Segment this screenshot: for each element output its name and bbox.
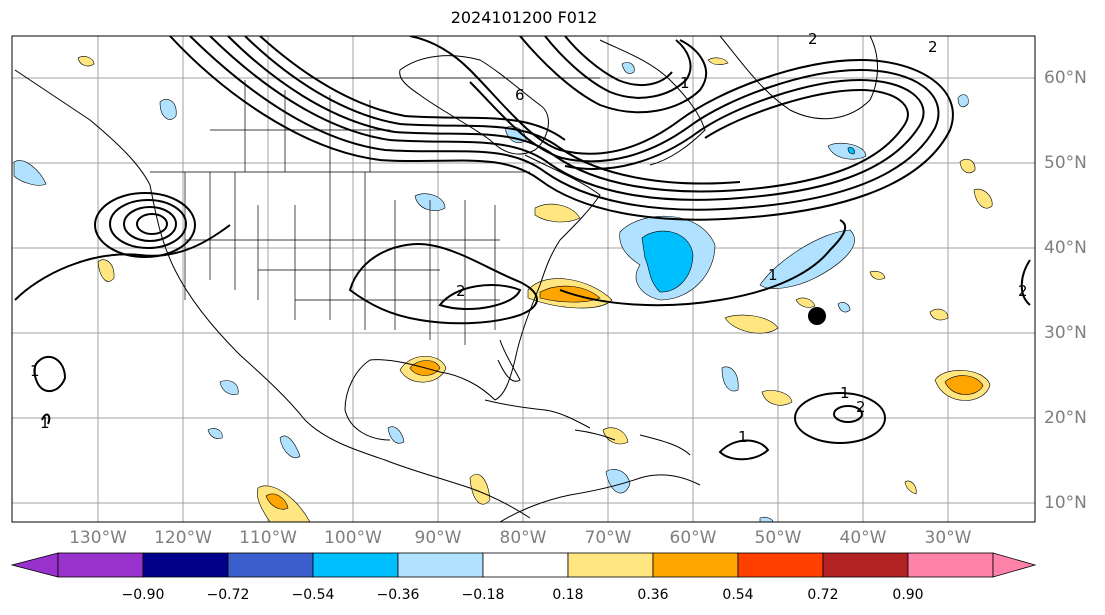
negative-anomaly-shading [13,62,969,522]
colorbar-tick-label: 0.90 [892,587,924,603]
lon-label: 80°W [499,528,547,548]
colorbar-tick-label: 0.18 [552,587,584,603]
colorbar-tick-label: −0.54 [291,587,335,603]
contour-label: 6 [515,86,525,104]
lon-label: 50°W [754,528,802,548]
colorbar-bin [822,552,909,578]
coastlines [14,36,878,522]
colorbar-bin [57,552,144,578]
lon-label: 90°W [414,528,462,548]
colorbar-over-arrow [992,552,1037,578]
storm-position-marker [808,307,826,325]
lon-label: 110°W [239,528,297,548]
colorbar-tick-label: −0.90 [121,587,165,603]
lat-label: 20°N [1044,408,1087,428]
colorbar-bin [227,552,314,578]
contour-label: 1 [840,384,850,402]
map-frame [11,35,1036,523]
contour-label: 1 [680,74,690,92]
contour-label: 1 [30,362,40,380]
map-title: 2024101200 F012 [450,8,598,27]
lon-label: 60°W [669,528,717,548]
colorbar-bin [397,552,484,578]
lat-label: 60°N [1044,68,1087,88]
colorbar-bin [482,552,569,578]
lon-label: 40°W [839,528,887,548]
lon-label: 30°W [924,528,972,548]
colorbar [10,552,1037,578]
contour-label: 1 [40,414,50,432]
lat-label: 10°N [1044,493,1087,513]
lat-label: 50°N [1044,153,1087,173]
colorbar-under-arrow [10,552,59,578]
lon-label: 70°W [584,528,632,548]
contour-label: 1 [768,266,778,284]
contour-label: 1 [738,428,748,446]
contour-label: 2 [856,398,866,416]
contour-label: 2 [1018,282,1028,300]
colorbar-bin [737,552,824,578]
lon-label: 100°W [324,528,382,548]
lat-label: 40°N [1044,238,1087,258]
political-borders [150,77,600,345]
colorbar-bin [312,552,399,578]
colorbar-bin [567,552,654,578]
lon-label: 130°W [69,528,127,548]
colorbar-tick-label: −0.72 [206,587,250,603]
colorbar-tick-label: 0.72 [807,587,839,603]
contour-label: 2 [808,30,818,48]
colorbar-bin [907,552,994,578]
colorbar-tick-label: −0.18 [461,587,505,603]
colorbar-tick-label: −0.36 [376,587,420,603]
contour-label: 2 [928,38,938,56]
colorbar-tick-label: 0.36 [637,587,669,603]
contour-label: 2 [456,282,466,300]
colorbar-tick-label: 0.54 [722,587,754,603]
lat-label: 30°N [1044,323,1087,343]
colorbar-bin [142,552,229,578]
colorbar-bin [652,552,739,578]
contour-lines [14,36,1031,461]
lon-label: 120°W [154,528,212,548]
contour-label-group: 1 1 1 1 1 1 2 2 2 2 2 6 [30,30,1028,446]
